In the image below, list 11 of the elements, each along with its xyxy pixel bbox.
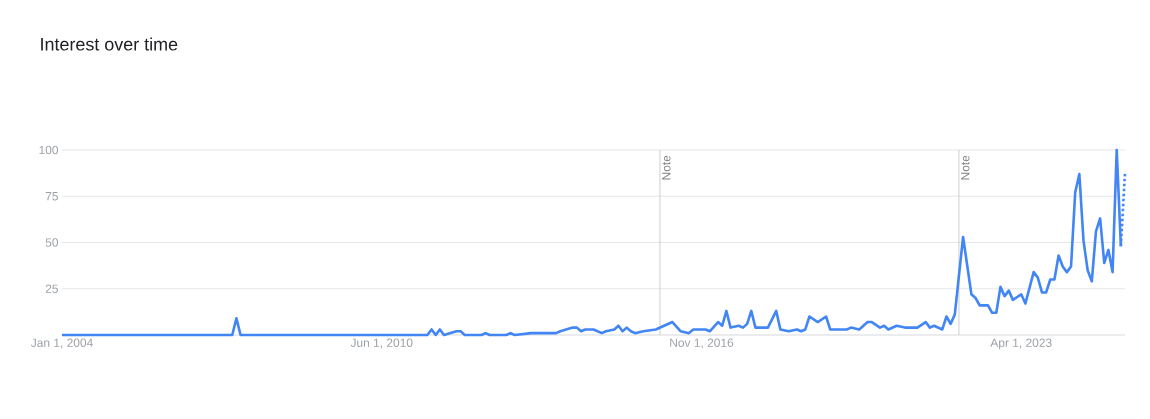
x-tick-label: Jun 1, 2010	[350, 338, 413, 349]
x-tick-label: Apr 1, 2023	[990, 338, 1052, 350]
y-tick-label: 50	[45, 238, 59, 247]
y-tick-label: 100	[39, 145, 59, 155]
x-tick-label: Jan 1, 2004	[30, 338, 93, 349]
ref-line-label: Note	[961, 155, 970, 180]
y-tick-label: 25	[45, 284, 58, 293]
y-tick-label: 75	[45, 192, 58, 201]
chart-title: Interest over time	[41, 37, 178, 51]
ref-line-label: Note	[662, 155, 671, 180]
x-tick-label: Nov 1, 2016	[670, 338, 734, 349]
